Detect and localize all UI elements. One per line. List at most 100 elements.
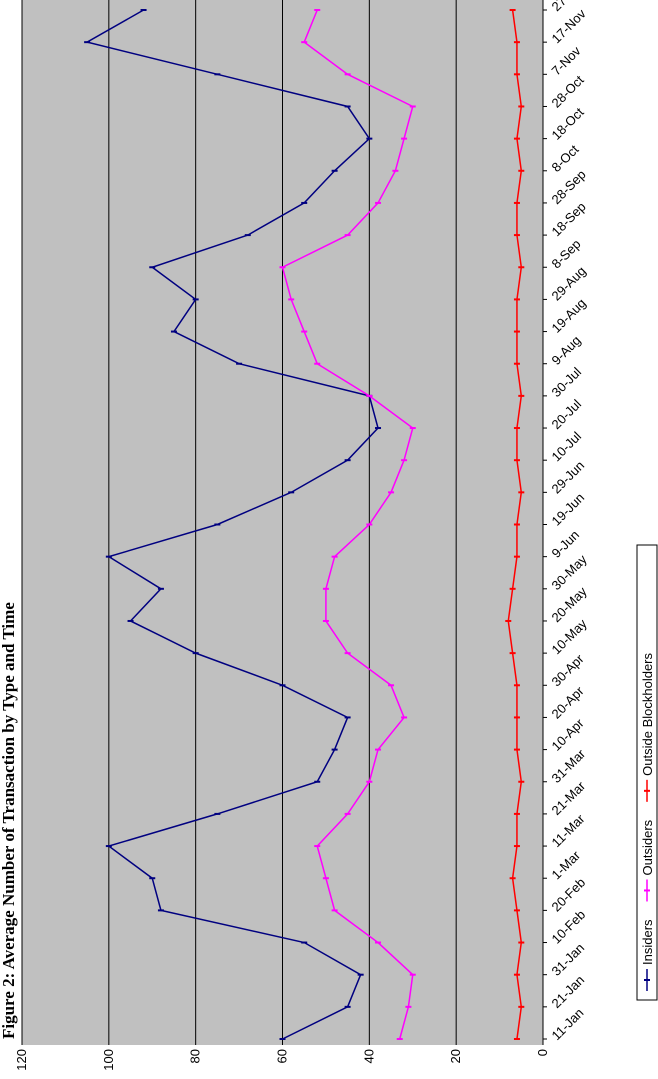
point-marker	[409, 973, 416, 976]
y-tick-label: 80	[188, 1049, 203, 1063]
point-marker	[214, 73, 221, 76]
x-tick-label: 29-Jun	[549, 458, 588, 497]
x-tick-label: 20-Feb	[549, 875, 589, 915]
point-marker	[518, 169, 525, 172]
point-marker	[149, 266, 156, 269]
point-marker	[357, 973, 364, 976]
point-marker	[518, 1005, 525, 1008]
x-tick-label: 30-Apr	[549, 651, 588, 690]
point-marker	[375, 201, 382, 204]
point-marker	[509, 652, 516, 655]
point-marker	[344, 459, 351, 462]
point-marker	[301, 941, 308, 944]
legend-label: Insiders	[640, 919, 655, 965]
point-marker	[344, 652, 351, 655]
point-marker	[409, 427, 416, 430]
x-tick-label: 20-Apr	[549, 683, 588, 722]
point-marker	[105, 555, 112, 558]
point-marker	[509, 877, 516, 880]
point-marker	[513, 201, 520, 204]
point-marker	[375, 748, 382, 751]
point-marker	[127, 619, 134, 622]
point-marker	[505, 619, 512, 622]
point-marker	[509, 9, 516, 11]
point-marker	[513, 1038, 520, 1040]
point-marker	[288, 491, 295, 494]
point-marker	[375, 941, 382, 944]
point-marker	[314, 362, 321, 365]
x-tick-label: 28-Sep	[549, 167, 589, 207]
point-marker	[513, 812, 520, 815]
point-marker	[513, 298, 520, 301]
point-marker	[314, 845, 321, 848]
point-marker	[157, 909, 164, 912]
point-marker	[214, 812, 221, 815]
point-marker	[518, 780, 525, 783]
x-tick-label: 7-Nov	[549, 43, 584, 78]
point-marker	[344, 105, 351, 108]
point-marker	[513, 137, 520, 140]
point-marker	[401, 716, 408, 719]
point-marker	[331, 748, 338, 751]
point-marker	[366, 394, 373, 397]
point-marker	[509, 587, 516, 590]
point-marker	[322, 877, 329, 880]
point-marker	[513, 330, 520, 333]
point-marker	[366, 523, 373, 526]
y-tick-label: 60	[275, 1049, 290, 1063]
point-marker	[236, 362, 243, 365]
point-marker	[322, 619, 329, 622]
legend-marker	[644, 889, 650, 892]
point-marker	[388, 684, 395, 687]
x-tick-label: 21-Jan	[549, 972, 588, 1011]
point-marker	[331, 555, 338, 558]
point-marker	[518, 266, 525, 269]
x-tick-label: 30-Jul	[549, 364, 585, 400]
x-tick-label: 31-Jan	[549, 940, 588, 979]
point-marker	[192, 652, 199, 655]
point-marker	[157, 587, 164, 590]
point-marker	[513, 41, 520, 44]
point-marker	[301, 330, 308, 333]
point-marker	[244, 234, 251, 237]
legend: Insiders Outsiders Outside Blockholders	[636, 544, 658, 1001]
point-marker	[513, 716, 520, 719]
x-tick-label: 28-Oct	[549, 72, 587, 110]
point-marker	[314, 9, 321, 11]
point-marker	[513, 909, 520, 912]
x-tick-label: 11-Mar	[549, 811, 589, 851]
point-marker	[513, 362, 520, 365]
legend-label: Outside Blockholders	[640, 652, 655, 775]
point-marker	[366, 137, 373, 140]
point-marker	[279, 266, 286, 269]
point-marker	[401, 459, 408, 462]
x-tick-label: 11-Jan	[549, 1005, 587, 1043]
point-marker	[314, 780, 321, 783]
point-marker	[279, 1038, 286, 1040]
point-marker	[331, 169, 338, 172]
point-marker	[388, 491, 395, 494]
point-marker	[513, 845, 520, 848]
point-marker	[140, 9, 147, 11]
x-tick-label: 18-Oct	[549, 104, 587, 142]
point-marker	[105, 845, 112, 848]
x-tick-label: 10-Apr	[549, 715, 588, 754]
point-marker	[344, 716, 351, 719]
x-tick-label: 17-Nov	[549, 6, 590, 47]
point-marker	[401, 137, 408, 140]
point-marker	[518, 491, 525, 494]
y-tick-label: 0	[535, 1049, 550, 1056]
point-marker	[409, 105, 416, 108]
y-tick-label: 120	[14, 1049, 29, 1071]
point-marker	[322, 587, 329, 590]
legend-marker	[644, 789, 650, 792]
y-tick-label: 20	[448, 1049, 463, 1063]
x-tick-label: 20-Jul	[549, 396, 585, 432]
point-marker	[366, 780, 373, 783]
point-marker	[396, 1038, 403, 1040]
point-marker	[513, 73, 520, 76]
chart-title: Figure 2: Average Number of Transaction …	[0, 602, 18, 1039]
x-tick-label: 10-Feb	[549, 907, 589, 947]
